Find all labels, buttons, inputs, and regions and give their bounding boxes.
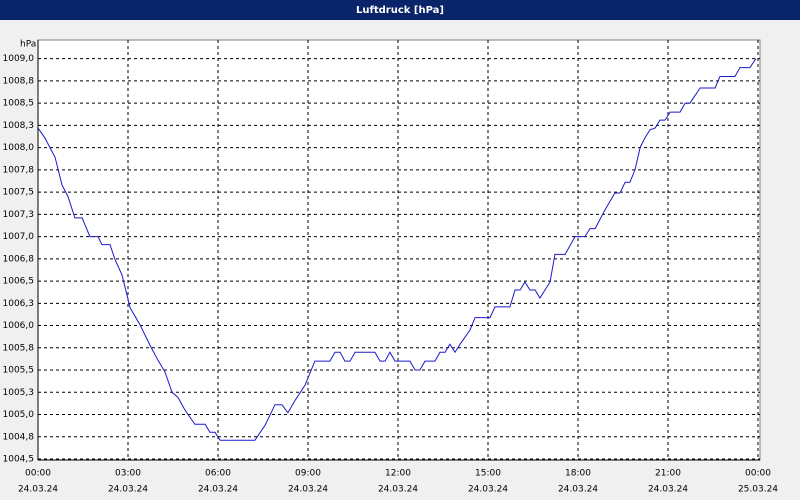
x-tick-label: 18:00 [565, 469, 591, 479]
y-tick-label: 1006,8 [3, 254, 35, 264]
x-tick-date: 24.03.24 [648, 485, 688, 495]
x-tick-label: 06:00 [205, 469, 231, 479]
x-tick-date: 24.03.24 [18, 485, 58, 495]
y-tick-label: 1009,0 [3, 54, 35, 64]
y-tick-label: 1006,3 [3, 299, 35, 309]
x-tick-label: 15:00 [475, 469, 501, 479]
y-tick-label: 1005,0 [3, 410, 35, 420]
x-tick-label: 00:00 [25, 469, 51, 479]
plot-area [37, 39, 761, 461]
y-tick-label: 1007,0 [3, 232, 35, 242]
y-tick-label: 1008,8 [3, 76, 35, 86]
x-tick-label: 12:00 [385, 469, 411, 479]
y-tick-label: 1008,0 [3, 143, 35, 153]
y-tick-label: 1006,5 [3, 277, 35, 287]
x-tick-label: 09:00 [295, 469, 321, 479]
x-tick-date: 24.03.24 [468, 485, 508, 495]
y-tick-label: 1005,3 [3, 388, 35, 398]
x-tick-date: 24.03.24 [288, 485, 328, 495]
x-tick-label: 03:00 [115, 469, 141, 479]
y-tick-label: 1005,8 [3, 343, 35, 353]
title-bar [0, 0, 800, 20]
y-tick-label: 1005,5 [3, 366, 35, 376]
x-tick-label: 21:00 [655, 469, 681, 479]
x-tick-label: 00:00 [745, 469, 771, 479]
x-tick-date: 24.03.24 [198, 485, 238, 495]
x-tick-date: 24.03.24 [558, 485, 598, 495]
y-tick-label: 1004,8 [3, 432, 35, 442]
chart-title: Luftdruck [hPa] [356, 5, 444, 16]
y-tick-label: 1004,5 [3, 455, 35, 465]
y-tick-label: 1007,3 [3, 210, 35, 220]
y-axis-label: hPa [20, 40, 36, 50]
y-tick-label: 1007,5 [3, 188, 35, 198]
y-tick-label: 1008,5 [3, 99, 35, 109]
y-tick-label: 1006,0 [3, 321, 35, 331]
line-series [37, 58, 757, 441]
y-tick-label: 1008,3 [3, 121, 35, 131]
x-tick-date: 25.03.24 [738, 485, 778, 495]
x-tick-date: 24.03.24 [378, 485, 418, 495]
x-tick-date: 24.03.24 [108, 485, 148, 495]
y-tick-label: 1007,8 [3, 165, 35, 175]
